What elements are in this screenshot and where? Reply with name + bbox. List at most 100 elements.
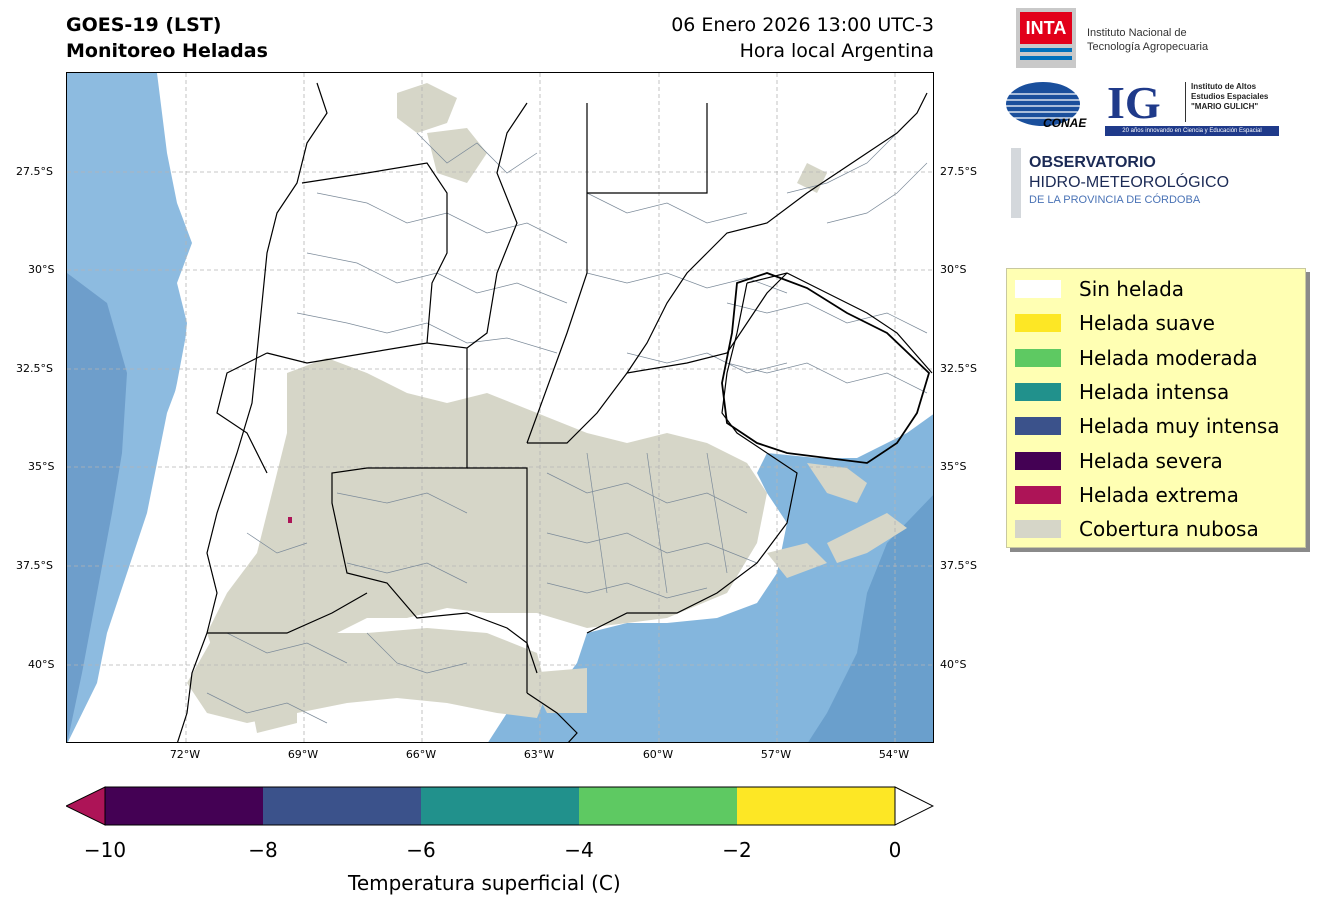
lon-label: 69°W — [287, 748, 319, 761]
ig-name: Instituto de Altos Estudios Espaciales "… — [1191, 82, 1268, 112]
timezone-label: Hora local Argentina — [739, 40, 934, 62]
datetime-label: 06 Enero 2026 13:00 UTC-3 — [671, 14, 934, 36]
colorbar-segment — [421, 787, 579, 825]
title-block: GOES-19 (LST) Monitoreo Heladas — [66, 12, 268, 64]
lat-label-right: 27.5°S — [940, 165, 977, 178]
inta-mark: INTA — [1020, 12, 1072, 44]
colorbar-tick-label: −10 — [83, 838, 127, 862]
colorbar-tick-label: −6 — [406, 838, 436, 862]
legend-swatch — [1015, 348, 1061, 367]
legend-swatch — [1015, 382, 1061, 401]
cloud-cover — [187, 83, 907, 733]
lat-label-right: 32.5°S — [940, 362, 977, 375]
inta-stripe — [1020, 56, 1072, 60]
andes-land — [97, 73, 252, 742]
extreme-frost-pixel — [288, 517, 292, 523]
legend-swatch — [1015, 314, 1061, 333]
lat-label-right: 30°S — [940, 263, 967, 276]
map-panel — [66, 72, 934, 743]
title-satellite: GOES-19 (LST) — [66, 14, 222, 36]
colorbar-under-triangle — [64, 786, 106, 826]
lat-label-left: 37.5°S — [16, 559, 53, 572]
legend-swatch — [1015, 451, 1061, 470]
colorbar-tick-label: 0 — [888, 838, 902, 862]
legend-swatch — [1015, 520, 1061, 539]
graticule — [67, 73, 933, 742]
uruguay-border — [721, 272, 931, 464]
lat-label-left: 40°S — [28, 658, 55, 671]
inta-name-line2: Tecnología Agropecuaria — [1087, 41, 1209, 53]
legend-label: Helada extrema — [1079, 482, 1239, 507]
ig-divider — [1185, 82, 1186, 122]
lon-label: 57°W — [760, 748, 792, 761]
legend-label: Helada moderada — [1079, 345, 1258, 370]
obs-line1: OBSERVATORIO — [1029, 154, 1156, 171]
legend-item: Cobertura nubosa — [1015, 514, 1259, 544]
legend-swatch — [1015, 280, 1061, 298]
colorbar-segment — [737, 787, 895, 825]
inta-logo: INTA — [1016, 8, 1076, 68]
lat-label-left: 27.5°S — [16, 165, 53, 178]
atlantic-deep — [808, 495, 933, 742]
datetime-block: 06 Enero 2026 13:00 UTC-3 Hora local Arg… — [671, 12, 934, 64]
inta-name: Instituto Nacional de Tecnología Agropec… — [1087, 26, 1208, 54]
legend-swatch — [1015, 417, 1061, 436]
legend-swatch — [1015, 485, 1061, 504]
lat-label-right: 35°S — [940, 460, 967, 473]
lon-label: 72°W — [169, 748, 201, 761]
legend-label: Helada muy intensa — [1079, 414, 1280, 439]
province-boundaries — [177, 82, 933, 742]
lon-label: 54°W — [878, 748, 910, 761]
legend-item: Helada extrema — [1015, 480, 1239, 510]
ig-logo: IG Instituto de Altos Estudios Espaciale… — [1105, 76, 1279, 136]
inta-name-line1: Instituto Nacional de — [1087, 27, 1187, 39]
legend-label: Sin helada — [1079, 277, 1185, 301]
obs-line3: DE LA PROVINCIA DE CÓRDOBA — [1029, 194, 1201, 206]
lat-label-right: 37.5°S — [940, 559, 977, 572]
colorbar-segment — [579, 787, 737, 825]
legend-label: Helada suave — [1079, 311, 1215, 336]
legend-item: Helada suave — [1015, 308, 1215, 338]
colorbar-ticks: −10 −8 −6 −4 −2 0 — [0, 838, 1324, 868]
legend-item: Helada muy intensa — [1015, 411, 1280, 441]
colorbar-title: Temperatura superficial (C) — [348, 871, 621, 895]
legend-label: Helada intensa — [1079, 379, 1230, 404]
colorbar — [64, 786, 935, 826]
conae-label: CONAE — [1043, 116, 1087, 130]
obs-logo-bar — [1011, 148, 1021, 218]
lat-label-left: 30°S — [28, 263, 55, 276]
lat-label-right: 40°S — [940, 658, 967, 671]
legend-item: Helada severa — [1015, 446, 1223, 476]
lat-label-left: 32.5°S — [16, 362, 53, 375]
lon-label: 63°W — [523, 748, 555, 761]
legend-label: Cobertura nubosa — [1079, 517, 1259, 542]
lat-label-left: 35°S — [28, 460, 55, 473]
legend-item: Helada moderada — [1015, 343, 1258, 373]
map-svg — [67, 73, 933, 742]
conae-globe-icon — [1006, 82, 1080, 126]
colorbar-tick-label: −8 — [248, 838, 278, 862]
colorbar-over-triangle — [894, 786, 935, 826]
ig-name-line1: Instituto de Altos — [1191, 82, 1257, 91]
pacific-ocean-deep — [67, 273, 127, 742]
legend-item: Sin helada — [1015, 274, 1184, 304]
colorbar-svg — [64, 786, 935, 826]
inta-stripe — [1020, 48, 1072, 52]
ig-mark: IG — [1107, 77, 1161, 128]
ig-name-line2: Estudios Espaciales — [1191, 92, 1269, 101]
title-product: Monitoreo Heladas — [66, 40, 268, 62]
atlantic-ocean — [488, 414, 933, 742]
lon-label: 66°W — [405, 748, 437, 761]
lon-label: 60°W — [642, 748, 674, 761]
legend-item: Helada intensa — [1015, 377, 1229, 407]
obs-logo: OBSERVATORIO HIDRO-METEOROLÓGICO DE LA P… — [1029, 153, 1229, 207]
colorbar-segment — [263, 787, 421, 825]
legend-label: Helada severa — [1079, 448, 1223, 473]
colorbar-outline — [104, 786, 896, 826]
colorbar-tick-label: −4 — [564, 838, 594, 862]
legend: Sin helada Helada suave Helada moderada Hel… — [1006, 268, 1306, 548]
obs-line2: HIDRO-METEOROLÓGICO — [1029, 174, 1230, 191]
ig-tagline: 20 años innovando en Ciencia y Educación… — [1105, 126, 1279, 136]
colorbar-segment — [105, 787, 263, 825]
ig-name-line3: "MARIO GULICH" — [1191, 102, 1259, 111]
